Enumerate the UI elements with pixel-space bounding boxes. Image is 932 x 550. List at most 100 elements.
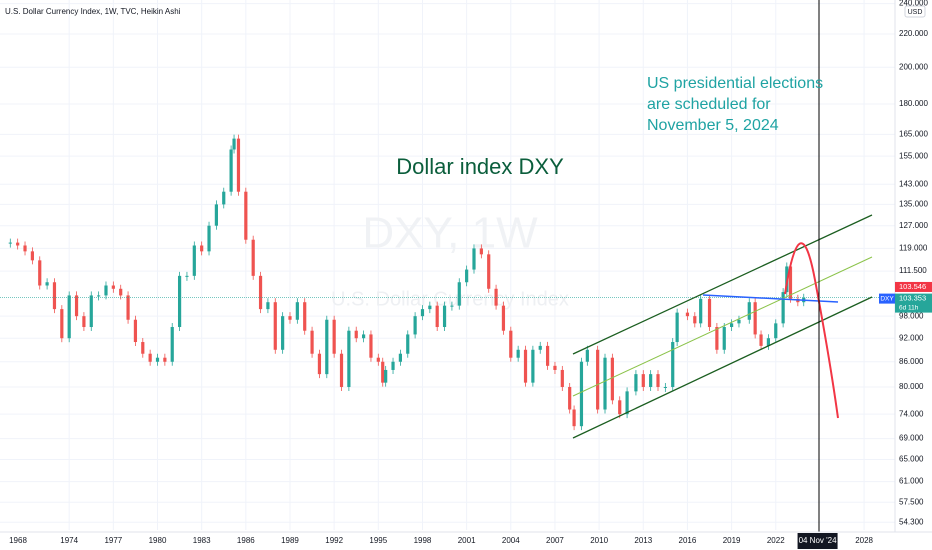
candle <box>97 295 101 297</box>
x-tick-label: 2013 <box>634 536 652 545</box>
channel-upper <box>572 214 873 355</box>
candle <box>516 349 520 358</box>
grid <box>0 0 895 530</box>
candle <box>707 298 712 328</box>
candle <box>310 330 314 354</box>
candle <box>699 298 703 324</box>
price-scale <box>895 0 932 550</box>
candle <box>634 374 638 392</box>
x-tick-label: 2004 <box>502 536 520 545</box>
candle <box>747 302 751 320</box>
y-tick-label: 65.000 <box>899 455 924 464</box>
candle <box>111 285 115 289</box>
candle <box>8 242 12 244</box>
price-label: 103.353 <box>899 294 926 303</box>
x-tick-label: 2007 <box>546 536 564 545</box>
candle <box>155 357 160 362</box>
candle <box>753 302 757 335</box>
candle <box>229 149 233 192</box>
candle <box>89 295 93 328</box>
x-tick-label: 1980 <box>149 536 167 545</box>
candle <box>381 361 385 383</box>
candle <box>465 269 469 283</box>
channel-mid <box>572 256 873 397</box>
chart-title: U.S. Dollar Currency Index, 1W, TVC, Hei… <box>5 7 181 16</box>
watermark: DXY, 1W <box>362 209 538 258</box>
candle <box>610 357 614 401</box>
x-tick-label: 2001 <box>458 536 476 545</box>
candle <box>494 288 498 306</box>
candle <box>450 305 454 307</box>
candle <box>730 323 734 328</box>
candle <box>641 374 645 387</box>
candle <box>30 251 34 261</box>
candle <box>531 349 535 383</box>
candle <box>170 327 174 362</box>
y-tick-label: 240.000 <box>899 0 928 8</box>
candle <box>472 248 476 270</box>
y-tick-label: 200.000 <box>899 62 928 71</box>
candle <box>774 323 778 339</box>
candle <box>618 400 622 415</box>
y-tick-label: 86.000 <box>899 357 924 366</box>
candle <box>572 409 576 427</box>
y-tick-label: 80.000 <box>899 382 924 391</box>
candle <box>16 242 20 246</box>
candle <box>501 305 506 331</box>
y-tick-label: 74.000 <box>899 409 924 418</box>
annotation: are scheduled for <box>647 96 771 113</box>
candle <box>361 334 366 339</box>
candle <box>428 305 432 310</box>
channel-lower <box>572 296 873 439</box>
candle <box>391 361 395 370</box>
candle <box>685 312 690 317</box>
currency: USD <box>908 9 923 16</box>
currency-box[interactable] <box>904 5 926 18</box>
annotation: US presidential elections <box>647 75 823 92</box>
candle <box>398 353 402 362</box>
candle <box>244 191 248 240</box>
y-tick-label: 180.000 <box>899 99 928 108</box>
candle <box>579 361 584 427</box>
candle <box>568 386 572 410</box>
candle <box>82 316 86 328</box>
time-scale <box>0 532 932 550</box>
candle <box>281 316 285 350</box>
candle <box>722 327 726 350</box>
candle <box>347 330 351 387</box>
candle <box>133 319 138 343</box>
candle <box>200 245 204 252</box>
x-tick-label: 1968 <box>9 536 27 545</box>
candle <box>656 374 660 387</box>
countdown: 6d 11h <box>899 304 919 311</box>
candle <box>148 353 152 362</box>
x-tick-label: 1986 <box>237 536 255 545</box>
x-tick-label: 2010 <box>590 536 608 545</box>
candle <box>585 349 589 362</box>
x-tick-label: 1992 <box>325 536 343 545</box>
candle <box>369 334 373 358</box>
x-tick-label: 1983 <box>193 536 211 545</box>
candle <box>266 302 270 310</box>
candle <box>251 239 255 276</box>
candles <box>0 134 895 431</box>
symbol-label: DXY <box>880 295 894 302</box>
candle <box>74 295 79 317</box>
y-tick-label: 220.000 <box>899 29 928 38</box>
x-tick-label: 1989 <box>281 536 299 545</box>
watermark-subtitle: U.S. Dollar Currency Index <box>331 288 569 310</box>
candle <box>596 349 600 410</box>
y-tick-label: 143.000 <box>899 179 928 188</box>
x-tick-label: 2022 <box>767 536 785 545</box>
annotation: November 5, 2024 <box>647 117 779 134</box>
candle <box>766 338 771 346</box>
y-tick-label: 155.000 <box>899 151 928 160</box>
price-label: 103.546 <box>899 282 926 291</box>
candle <box>420 309 425 317</box>
y-tick-label: 92.000 <box>899 333 924 342</box>
candle <box>788 266 793 299</box>
candle <box>273 302 277 350</box>
candle <box>45 282 49 286</box>
candle <box>406 334 410 354</box>
